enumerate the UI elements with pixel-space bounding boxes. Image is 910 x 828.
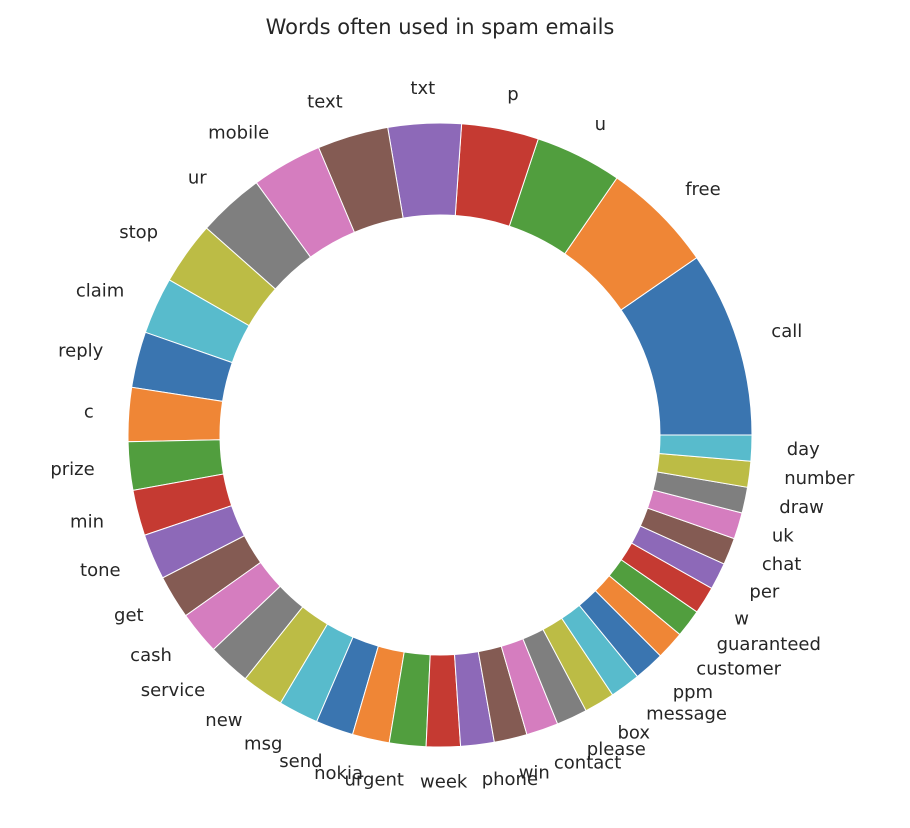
slice-label-u: u	[595, 114, 606, 135]
slice-label-call: call	[771, 321, 802, 342]
slice-label-service: service	[141, 680, 205, 701]
slice-label-mobile: mobile	[208, 122, 269, 143]
slice-label-new: new	[205, 710, 242, 731]
slice-label-tone: tone	[80, 560, 121, 581]
slice-label-c: c	[84, 402, 94, 423]
slice-day	[658, 434, 753, 462]
slice-label-customer: customer	[696, 659, 781, 680]
slice-label-free: free	[685, 179, 721, 200]
slice-label-number: number	[784, 468, 855, 489]
slice-label-box: box	[618, 723, 651, 744]
slice-label-txt: txt	[410, 78, 435, 99]
slice-label-ur: ur	[188, 168, 207, 189]
slice-label-p: p	[507, 84, 518, 105]
slice-label-ppm: ppm	[673, 682, 713, 703]
slice-label-please: please	[587, 739, 646, 760]
slice-label-phone: phone	[482, 769, 538, 790]
slice-label-reply: reply	[58, 341, 104, 362]
slice-label-prize: prize	[50, 459, 94, 480]
slices-group	[127, 122, 753, 748]
chart-title: Words often used in spam emails	[266, 15, 615, 39]
slice-label-win: win	[519, 763, 550, 784]
slice-label-urgent: urgent	[345, 770, 404, 791]
slice-label-msg: msg	[244, 734, 282, 755]
slice-label-week: week	[420, 772, 468, 793]
slice-label-stop: stop	[119, 222, 158, 243]
slice-label-cash: cash	[130, 645, 172, 666]
slice-label-send: send	[279, 751, 322, 772]
slice-label-w: w	[734, 608, 749, 629]
slice-label-text: text	[307, 91, 343, 112]
slice-label-guaranteed: guaranteed	[717, 634, 821, 655]
slice-label-per: per	[749, 582, 780, 603]
labels-group: call free u p txt text mobile ur stop claim reply c…	[50, 78, 855, 793]
slice-label-day: day	[787, 439, 820, 460]
slice-label-contact: contact	[554, 752, 621, 773]
slice-label-uk: uk	[772, 526, 794, 547]
slice-label-nokia: nokia	[314, 763, 363, 784]
slice-label-draw: draw	[779, 497, 824, 518]
slice-label-min: min	[70, 511, 104, 532]
slice-label-chat: chat	[762, 554, 801, 575]
slice-label-claim: claim	[76, 281, 124, 302]
slice-label-get: get	[114, 605, 144, 626]
slice-label-message: message	[646, 704, 727, 725]
